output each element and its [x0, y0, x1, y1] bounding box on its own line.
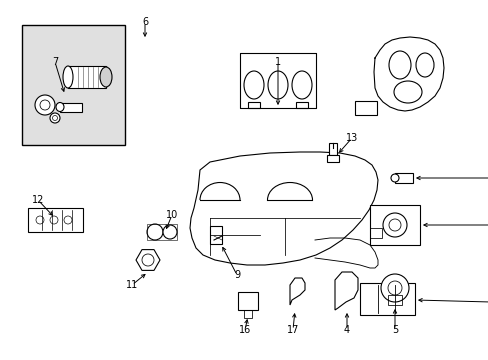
Text: 9: 9	[233, 270, 240, 280]
Polygon shape	[289, 278, 305, 305]
Circle shape	[163, 225, 177, 239]
Text: 17: 17	[286, 325, 299, 335]
Bar	[240, 53, 315, 108]
Bar	[22, 25, 125, 145]
Circle shape	[380, 274, 408, 302]
Text: 16: 16	[238, 325, 251, 335]
Bar	[295, 102, 307, 108]
Bar	[209, 226, 222, 244]
Bar	[369, 228, 381, 238]
Bar	[394, 173, 412, 183]
Bar	[28, 208, 83, 232]
Circle shape	[50, 113, 60, 123]
Text: 1: 1	[274, 57, 281, 67]
Bar	[60, 103, 82, 112]
Polygon shape	[334, 272, 357, 310]
Bar	[354, 101, 376, 115]
Circle shape	[390, 174, 398, 182]
Circle shape	[147, 224, 163, 240]
Ellipse shape	[56, 103, 64, 112]
Ellipse shape	[63, 66, 73, 88]
Text: 4: 4	[343, 325, 349, 335]
Text: 6: 6	[142, 17, 148, 27]
Bar	[387, 295, 401, 305]
Bar	[359, 283, 414, 315]
Ellipse shape	[100, 67, 112, 87]
Text: 12: 12	[32, 195, 44, 205]
Bar	[326, 155, 338, 162]
Text: 13: 13	[345, 133, 357, 143]
Text: 7: 7	[52, 57, 58, 67]
Bar	[147, 224, 177, 240]
Bar	[68, 66, 106, 88]
Text: 11: 11	[125, 280, 138, 290]
Polygon shape	[136, 249, 160, 270]
Bar	[244, 310, 251, 318]
Bar	[247, 102, 260, 108]
Text: 10: 10	[165, 210, 178, 220]
Bar	[238, 292, 258, 310]
Circle shape	[35, 95, 55, 115]
Text: 5: 5	[391, 325, 397, 335]
Bar	[369, 205, 419, 245]
Bar	[328, 143, 336, 155]
